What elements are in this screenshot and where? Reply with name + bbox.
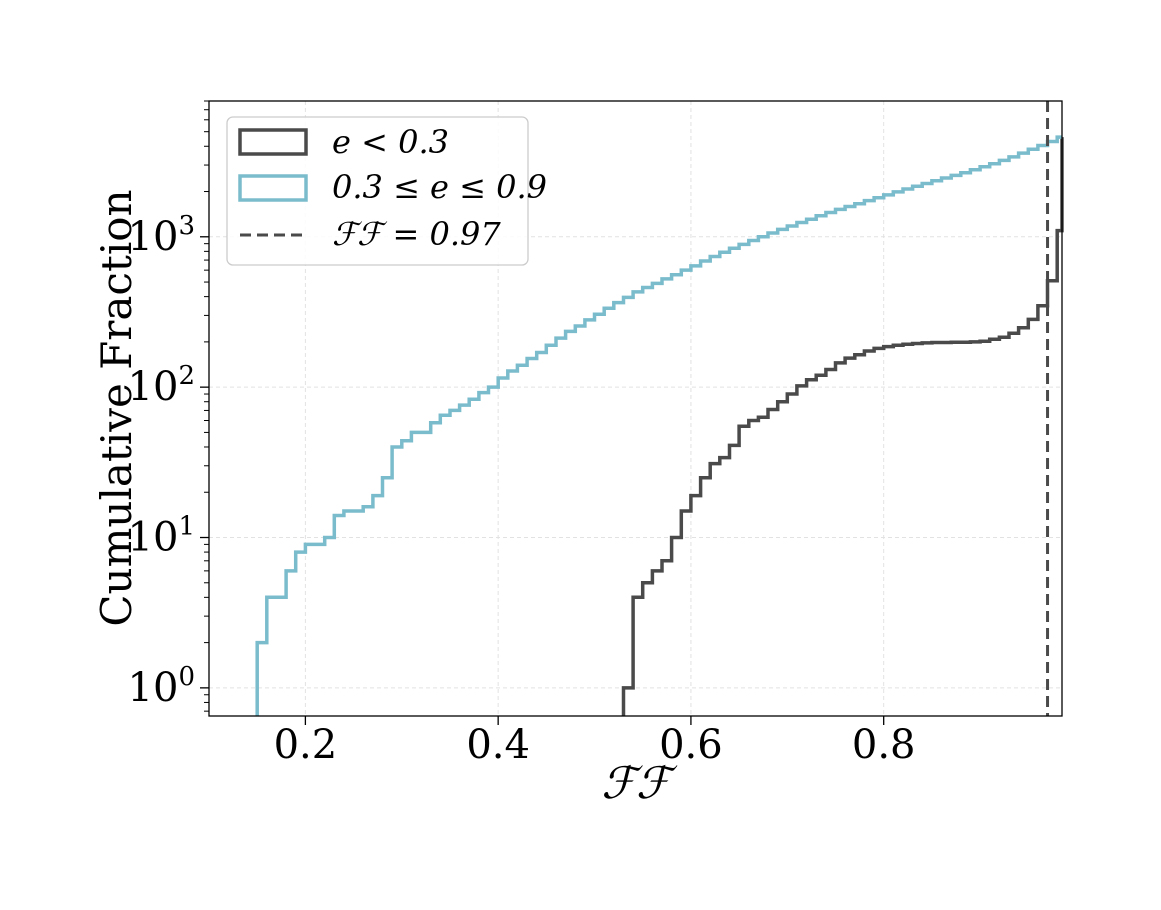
y-tick-label-exponent: 2	[178, 361, 195, 391]
legend-swatch-e-lt-0.3	[238, 128, 308, 156]
legend-label-series-1: e < 0.3	[332, 123, 449, 161]
x-axis-label: ℱℱ	[601, 758, 678, 809]
y-tick-label-exponent: 3	[178, 211, 195, 241]
x-tick-label: 0.2	[274, 722, 338, 768]
grid-lines	[209, 101, 1062, 716]
y-tick-label: 100	[128, 662, 195, 711]
x-tick-label: 0.6	[659, 722, 723, 768]
series-line-e-lt-0.3	[621, 137, 1064, 716]
legend-label-reference-line: ℱℱ = 0.97	[332, 215, 501, 253]
y-tick-label: 103	[128, 211, 195, 260]
y-axis-label: Cumulative Fraction	[92, 189, 141, 626]
y-tick-label: 101	[128, 512, 195, 561]
y-tick-label-base: 10	[128, 364, 179, 410]
legend-label-series-2: 0.3 ≤ e ≤ 0.9	[332, 168, 547, 206]
y-tick-label-base: 10	[128, 665, 179, 711]
y-tick-label-base: 10	[128, 515, 179, 561]
legend-swatch-0.3-le-e-le-0.9	[238, 174, 308, 202]
x-tick-label: 0.8	[852, 722, 916, 768]
y-tick-label-exponent: 0	[178, 662, 195, 692]
y-tick-label: 102	[128, 361, 195, 410]
y-tick-label-exponent: 1	[178, 512, 195, 542]
plot-frame	[208, 100, 1063, 717]
x-tick-label: 0.4	[466, 722, 530, 768]
series-layer	[255, 101, 1064, 716]
y-tick-label-base: 10	[128, 214, 179, 260]
legend: e < 0.3 0.3 ≤ e ≤ 0.9 ℱℱ = 0.97	[226, 116, 547, 266]
series-line-0.3-le-e-le-0.9	[255, 135, 1062, 716]
